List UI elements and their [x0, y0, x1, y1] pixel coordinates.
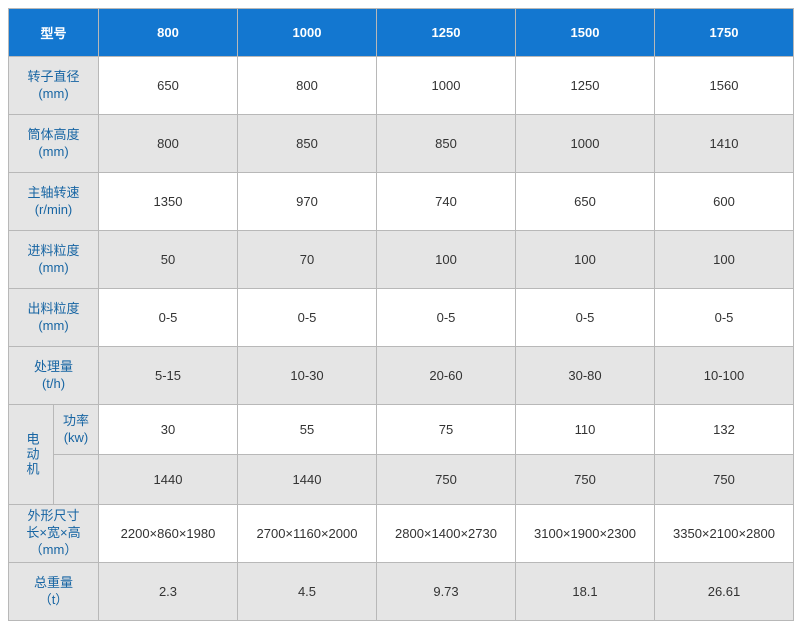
- motor-power-cell-2: 75: [377, 405, 516, 455]
- row-cell-2-3: 650: [516, 173, 655, 231]
- motor-speed-cell-4: 750: [655, 455, 794, 505]
- row-cell-1-2: 850: [377, 115, 516, 173]
- row-cell-4-2: 0-5: [377, 289, 516, 347]
- row-cell-1-1: 850: [238, 115, 377, 173]
- table-row: 主轴转速 (r/min)1350970740650600: [9, 173, 794, 231]
- header-model-2: 1250: [377, 9, 516, 57]
- row-cell-0-1: 800: [238, 57, 377, 115]
- row-label-1: 筒体高度 (mm): [9, 115, 99, 173]
- table-row: 总重量 （t）2.34.59.7318.126.61: [9, 563, 794, 621]
- tail-cell-1-2: 9.73: [377, 563, 516, 621]
- motor-power-cell-3: 110: [516, 405, 655, 455]
- row-cell-3-4: 100: [655, 231, 794, 289]
- table-row: 处理量 (t/h)5-1510-3020-6030-8010-100: [9, 347, 794, 405]
- spec-table: 型号 800 1000 1250 1500 1750 转子直径 (mm)6508…: [8, 8, 794, 621]
- row-label-4: 出料粒度 (mm): [9, 289, 99, 347]
- header-model-1: 1000: [238, 9, 377, 57]
- tail-label-0: 外形尺寸 长×宽×高 （mm）: [9, 505, 99, 563]
- motor-speed-cell-2: 750: [377, 455, 516, 505]
- motor-group-label: 电动机: [9, 405, 54, 505]
- motor-row-speed: 14401440750750750: [9, 455, 794, 505]
- motor-power-cell-4: 132: [655, 405, 794, 455]
- tail-cell-1-0: 2.3: [99, 563, 238, 621]
- tail-cell-0-3: 3100×1900×2300: [516, 505, 655, 563]
- header-row: 型号 800 1000 1250 1500 1750: [9, 9, 794, 57]
- tail-cell-0-2: 2800×1400×2730: [377, 505, 516, 563]
- motor-power-cell-0: 30: [99, 405, 238, 455]
- row-cell-2-4: 600: [655, 173, 794, 231]
- row-cell-3-2: 100: [377, 231, 516, 289]
- row-cell-0-0: 650: [99, 57, 238, 115]
- motor-speed-cell-0: 1440: [99, 455, 238, 505]
- row-cell-3-0: 50: [99, 231, 238, 289]
- row-cell-0-2: 1000: [377, 57, 516, 115]
- row-cell-3-1: 70: [238, 231, 377, 289]
- row-cell-1-4: 1410: [655, 115, 794, 173]
- tail-label-1: 总重量 （t）: [9, 563, 99, 621]
- row-cell-5-2: 20-60: [377, 347, 516, 405]
- row-cell-1-0: 800: [99, 115, 238, 173]
- row-cell-5-3: 30-80: [516, 347, 655, 405]
- row-cell-2-0: 1350: [99, 173, 238, 231]
- row-cell-2-2: 740: [377, 173, 516, 231]
- header-model-label: 型号: [9, 9, 99, 57]
- table-row: 进料粒度 (mm)5070100100100: [9, 231, 794, 289]
- header-model-3: 1500: [516, 9, 655, 57]
- row-cell-3-3: 100: [516, 231, 655, 289]
- tail-cell-0-0: 2200×860×1980: [99, 505, 238, 563]
- row-cell-0-3: 1250: [516, 57, 655, 115]
- motor-speed-cell-3: 750: [516, 455, 655, 505]
- motor-power-cell-1: 55: [238, 405, 377, 455]
- table-row: 出料粒度 (mm)0-50-50-50-50-5: [9, 289, 794, 347]
- row-cell-5-0: 5-15: [99, 347, 238, 405]
- motor-speed-cell-1: 1440: [238, 455, 377, 505]
- row-cell-4-4: 0-5: [655, 289, 794, 347]
- row-cell-5-1: 10-30: [238, 347, 377, 405]
- motor-row-power: 电动机功率 (kw)305575110132: [9, 405, 794, 455]
- row-label-3: 进料粒度 (mm): [9, 231, 99, 289]
- tail-cell-1-3: 18.1: [516, 563, 655, 621]
- row-label-5: 处理量 (t/h): [9, 347, 99, 405]
- table-row: 筒体高度 (mm)80085085010001410: [9, 115, 794, 173]
- motor-power-label: 功率 (kw): [54, 405, 99, 455]
- row-cell-1-3: 1000: [516, 115, 655, 173]
- row-cell-2-1: 970: [238, 173, 377, 231]
- tail-cell-1-4: 26.61: [655, 563, 794, 621]
- header-model-0: 800: [99, 9, 238, 57]
- row-label-2: 主轴转速 (r/min): [9, 173, 99, 231]
- table-row: 外形尺寸 长×宽×高 （mm）2200×860×19802700×1160×20…: [9, 505, 794, 563]
- tail-cell-0-4: 3350×2100×2800: [655, 505, 794, 563]
- tail-cell-1-1: 4.5: [238, 563, 377, 621]
- header-model-4: 1750: [655, 9, 794, 57]
- row-cell-5-4: 10-100: [655, 347, 794, 405]
- row-label-0: 转子直径 (mm): [9, 57, 99, 115]
- table-row: 转子直径 (mm)650800100012501560: [9, 57, 794, 115]
- row-cell-4-0: 0-5: [99, 289, 238, 347]
- row-cell-4-1: 0-5: [238, 289, 377, 347]
- row-cell-4-3: 0-5: [516, 289, 655, 347]
- tail-cell-0-1: 2700×1160×2000: [238, 505, 377, 563]
- row-cell-0-4: 1560: [655, 57, 794, 115]
- motor-speed-label: [54, 455, 99, 505]
